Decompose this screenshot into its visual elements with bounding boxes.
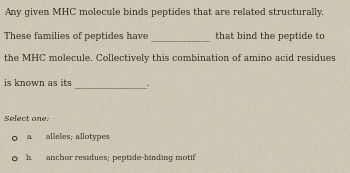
Text: Select one:: Select one: [4,115,49,123]
Text: alleles; allotypes: alleles; allotypes [46,133,109,141]
Text: Any given MHC molecule binds peptides that are related structurally.: Any given MHC molecule binds peptides th… [4,8,324,17]
Text: is known as its ________________.: is known as its ________________. [4,78,150,88]
Text: These families of peptides have _____________  that bind the peptide to: These families of peptides have ________… [4,31,325,41]
Text: anchor residues; peptide-binding motif: anchor residues; peptide-binding motif [46,154,195,162]
Text: a.: a. [26,133,33,141]
Text: the MHC molecule. Collectively this combination of amino acid residues: the MHC molecule. Collectively this comb… [4,54,336,63]
Text: b.: b. [26,154,34,162]
